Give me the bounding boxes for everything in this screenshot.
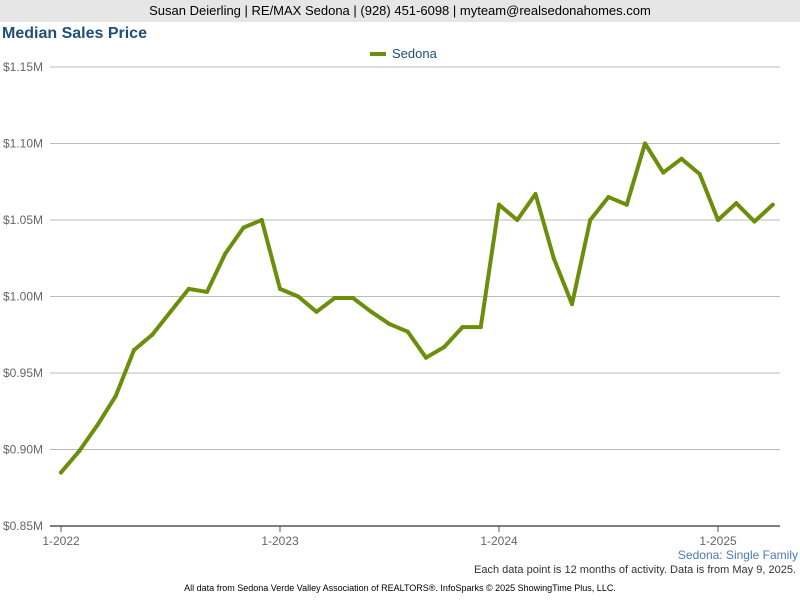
data-point: [205, 289, 209, 294]
data-point: [369, 309, 374, 314]
data-point: [95, 423, 100, 428]
data-point: [405, 329, 410, 334]
data-point: [132, 348, 136, 353]
data-point: [59, 470, 63, 475]
y-axis-labels: $0.85M $0.90M $0.95M $1.00M $1.05M $1.10M $1.1…: [3, 60, 43, 533]
data-point: [113, 393, 118, 398]
area-label: Sedona: Single Family: [677, 548, 798, 562]
data-point: [278, 286, 282, 291]
data-point: [716, 218, 720, 222]
data-note: Each data point is 12 months of activity…: [473, 564, 796, 576]
data-point: [77, 449, 82, 454]
data-point: [314, 309, 319, 314]
y-tick-label: $1.15M: [3, 60, 43, 74]
data-point: [551, 256, 556, 261]
data-point: [533, 191, 538, 196]
data-point: [460, 325, 465, 330]
x-axis: 1-2022 1-2023 1-2024 1-2025: [42, 525, 780, 548]
data-point: [150, 332, 155, 337]
data-point: [752, 219, 757, 224]
data-point: [186, 286, 191, 291]
data-point: [332, 296, 337, 301]
data-point: [387, 322, 392, 327]
header-text: Susan Deierling | RE/MAX Sedona | (928) …: [149, 3, 651, 18]
data-point: [424, 355, 428, 360]
data-point: [296, 294, 301, 299]
data-point: [241, 225, 246, 230]
x-tick-label: 1-2025: [699, 534, 737, 548]
series-line-sedona: [59, 141, 775, 475]
footer-credit: All data from Sedona Verde Valley Associ…: [184, 583, 616, 593]
chart-title: Median Sales Price: [2, 25, 147, 42]
data-point: [442, 344, 447, 349]
legend-swatch: [370, 51, 386, 56]
data-point: [223, 251, 228, 256]
x-tick-label: 1-2024: [480, 534, 518, 548]
series-group: [59, 141, 775, 475]
data-point: [497, 202, 501, 207]
y-tick-label: $1.00M: [3, 290, 43, 304]
data-point: [679, 156, 684, 161]
data-point: [478, 325, 483, 330]
grid-lines: [50, 66, 780, 450]
data-point: [570, 302, 574, 307]
y-tick-label: $0.85M: [3, 519, 43, 533]
data-point: [643, 141, 647, 146]
data-point: [259, 218, 264, 222]
x-tick-label: 1-2022: [42, 534, 80, 548]
data-point: [168, 309, 173, 314]
y-tick-label: $0.95M: [3, 366, 43, 380]
data-point: [588, 218, 593, 222]
data-point: [661, 170, 666, 175]
data-point: [624, 202, 629, 207]
data-point: [606, 195, 611, 200]
data-point: [734, 201, 739, 206]
y-tick-label: $1.10M: [3, 137, 43, 151]
legend[interactable]: Sedona: [370, 46, 437, 61]
y-tick-label: $0.90M: [3, 443, 43, 457]
data-point: [770, 202, 775, 207]
x-tick-label: 1-2023: [261, 534, 299, 548]
header-bar: Susan Deierling | RE/MAX Sedona | (928) …: [0, 0, 800, 22]
data-point: [697, 172, 702, 177]
y-tick-label: $1.05M: [3, 213, 43, 227]
data-point: [351, 296, 355, 301]
legend-label: Sedona: [392, 46, 437, 61]
data-point: [515, 218, 520, 222]
